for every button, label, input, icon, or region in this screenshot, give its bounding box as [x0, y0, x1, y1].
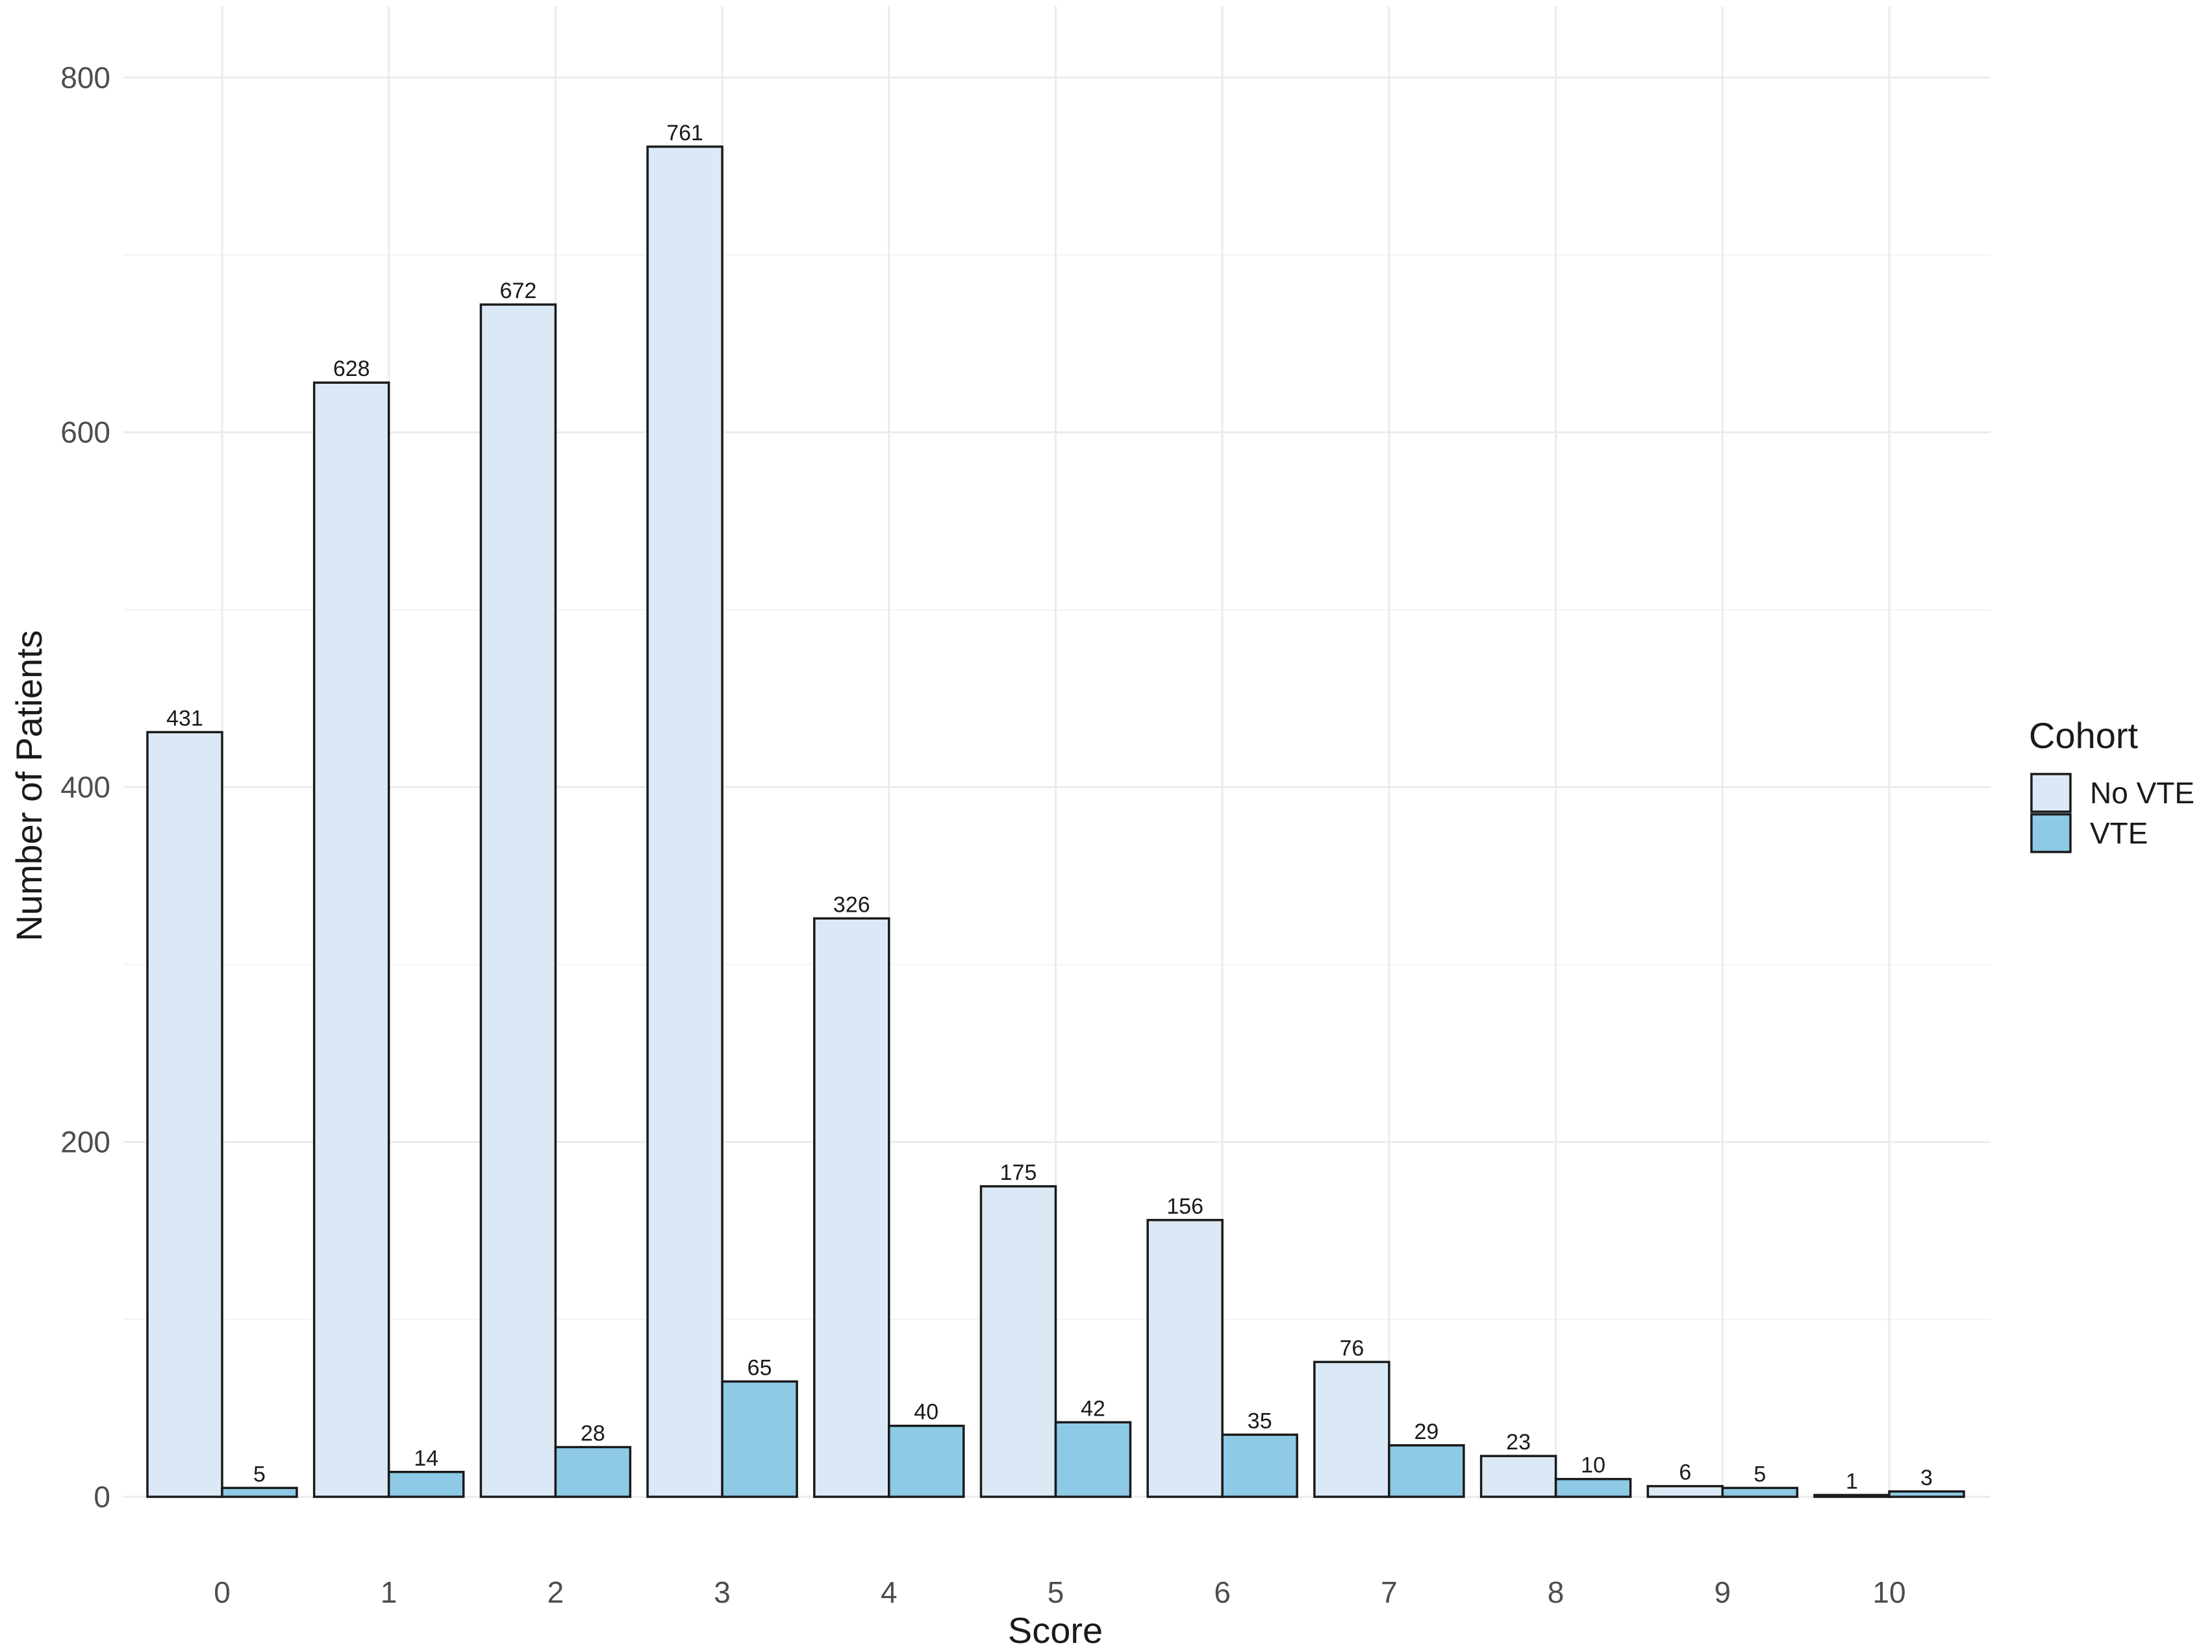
data-label-vte: 40 — [914, 1400, 938, 1425]
bar-vte — [387, 1471, 465, 1498]
data-label-no-vte: 326 — [833, 892, 870, 917]
legend-title: Cohort — [2029, 715, 2139, 756]
bar-vte — [1054, 1421, 1132, 1498]
bar-no-vte — [146, 731, 223, 1498]
bar-vte — [1554, 1477, 1632, 1498]
legend-label-no-vte: No VTE — [2090, 776, 2194, 810]
data-label-vte: 28 — [581, 1421, 605, 1446]
data-label-no-vte: 628 — [333, 357, 370, 381]
bar-no-vte — [1646, 1484, 1724, 1498]
x-tick-label: 3 — [714, 1575, 731, 1609]
legend-items: No VTE VTE — [2030, 773, 2194, 853]
x-axis-title: Score — [1008, 1610, 1103, 1651]
data-label-vte: 5 — [253, 1462, 266, 1486]
bar-no-vte — [1313, 1360, 1390, 1498]
data-label-vte: 14 — [414, 1446, 438, 1471]
data-label-no-vte: 6 — [1679, 1460, 1691, 1485]
bars — [146, 145, 1965, 1498]
x-tick-label: 2 — [547, 1575, 564, 1609]
data-label-no-vte: 672 — [500, 279, 537, 303]
data-label-no-vte: 76 — [1339, 1336, 1364, 1360]
x-tick-label: 5 — [1048, 1575, 1064, 1609]
bar-no-vte — [479, 303, 557, 1498]
data-label-vte: 29 — [1414, 1420, 1439, 1444]
y-axis-title: Number of Patients — [8, 630, 49, 941]
legend: Cohort No VTE VTE — [2029, 715, 2194, 853]
bar-vte — [1388, 1444, 1465, 1498]
bar-vte — [1888, 1490, 1965, 1498]
legend-label-vte: VTE — [2090, 816, 2148, 850]
data-label-no-vte: 431 — [166, 706, 203, 731]
grid-lines — [123, 6, 1991, 1498]
data-label-vte: 3 — [1920, 1466, 1933, 1490]
x-tick-label: 8 — [1548, 1575, 1565, 1609]
data-label-no-vte: 23 — [1506, 1430, 1531, 1455]
x-tick-label: 10 — [1872, 1575, 1905, 1609]
data-label-vte: 65 — [748, 1355, 772, 1380]
bar-vte — [888, 1424, 965, 1498]
bar-vte — [721, 1380, 798, 1498]
data-label-no-vte: 175 — [1000, 1160, 1037, 1185]
bar-no-vte — [1479, 1455, 1557, 1498]
bar-vte — [1721, 1486, 1799, 1498]
x-axis-ticks: 0 1 2 3 4 5 6 7 8 9 10 — [214, 1575, 1905, 1609]
x-tick-label: 9 — [1715, 1575, 1731, 1609]
y-tick-label: 600 — [60, 416, 110, 449]
data-label-no-vte: 156 — [1166, 1194, 1203, 1219]
data-label-no-vte: 761 — [666, 121, 703, 145]
data-label-vte: 42 — [1081, 1396, 1105, 1421]
x-tick-label: 4 — [881, 1575, 898, 1609]
data-label-no-vte: 1 — [1846, 1469, 1858, 1494]
x-tick-label: 1 — [381, 1575, 397, 1609]
bar-vte — [1221, 1433, 1298, 1498]
bar-no-vte — [1146, 1219, 1224, 1498]
y-tick-label: 400 — [60, 770, 110, 804]
bar-no-vte — [646, 145, 723, 1498]
bar-no-vte — [1813, 1494, 1891, 1498]
y-tick-label: 200 — [60, 1125, 110, 1159]
legend-key-no-vte — [2030, 773, 2072, 813]
bar-no-vte — [979, 1185, 1057, 1498]
x-tick-label: 0 — [214, 1575, 231, 1609]
x-tick-label: 6 — [1214, 1575, 1231, 1609]
data-label-vte: 5 — [1753, 1462, 1766, 1486]
y-axis-ticks: 0 200 400 600 800 — [60, 60, 110, 1514]
bar-no-vte — [813, 917, 890, 1498]
bar-vte — [554, 1446, 632, 1498]
legend-key-vte — [2030, 813, 2072, 853]
x-tick-label: 7 — [1381, 1575, 1398, 1609]
y-tick-label: 800 — [60, 60, 110, 94]
data-label-vte: 10 — [1581, 1453, 1605, 1478]
bar-vte — [221, 1486, 298, 1498]
bar-no-vte — [312, 381, 390, 1498]
y-tick-label: 0 — [94, 1480, 110, 1514]
data-label-vte: 35 — [1248, 1408, 1272, 1433]
